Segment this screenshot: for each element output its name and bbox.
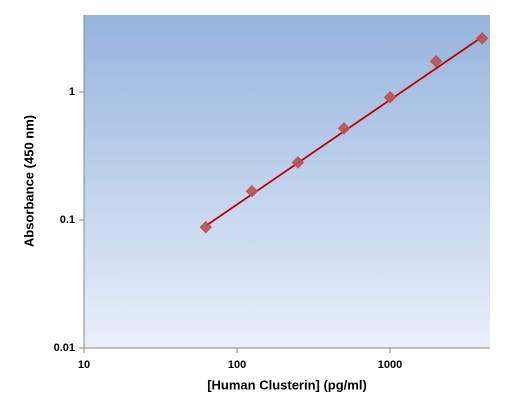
plot-area bbox=[84, 15, 490, 348]
data-point bbox=[337, 122, 351, 135]
data-point bbox=[291, 156, 305, 169]
y-tick-label: 1 bbox=[69, 86, 75, 98]
data-point bbox=[245, 184, 259, 198]
x-tick-label: 10 bbox=[78, 359, 90, 371]
x-tick-label: 1000 bbox=[378, 359, 402, 371]
data-point bbox=[429, 55, 443, 68]
y-tick-label: 0.01 bbox=[54, 342, 75, 354]
x-axis-title: [Human Clusterin] (pg/ml) bbox=[207, 377, 367, 392]
y-tick-label: 0.1 bbox=[60, 214, 75, 226]
data-point bbox=[199, 220, 212, 234]
data-point bbox=[475, 32, 489, 45]
x-tick-label: 100 bbox=[228, 359, 246, 371]
y-axis-title: Absorbance (450 nm) bbox=[21, 115, 36, 247]
data-point bbox=[383, 91, 397, 104]
